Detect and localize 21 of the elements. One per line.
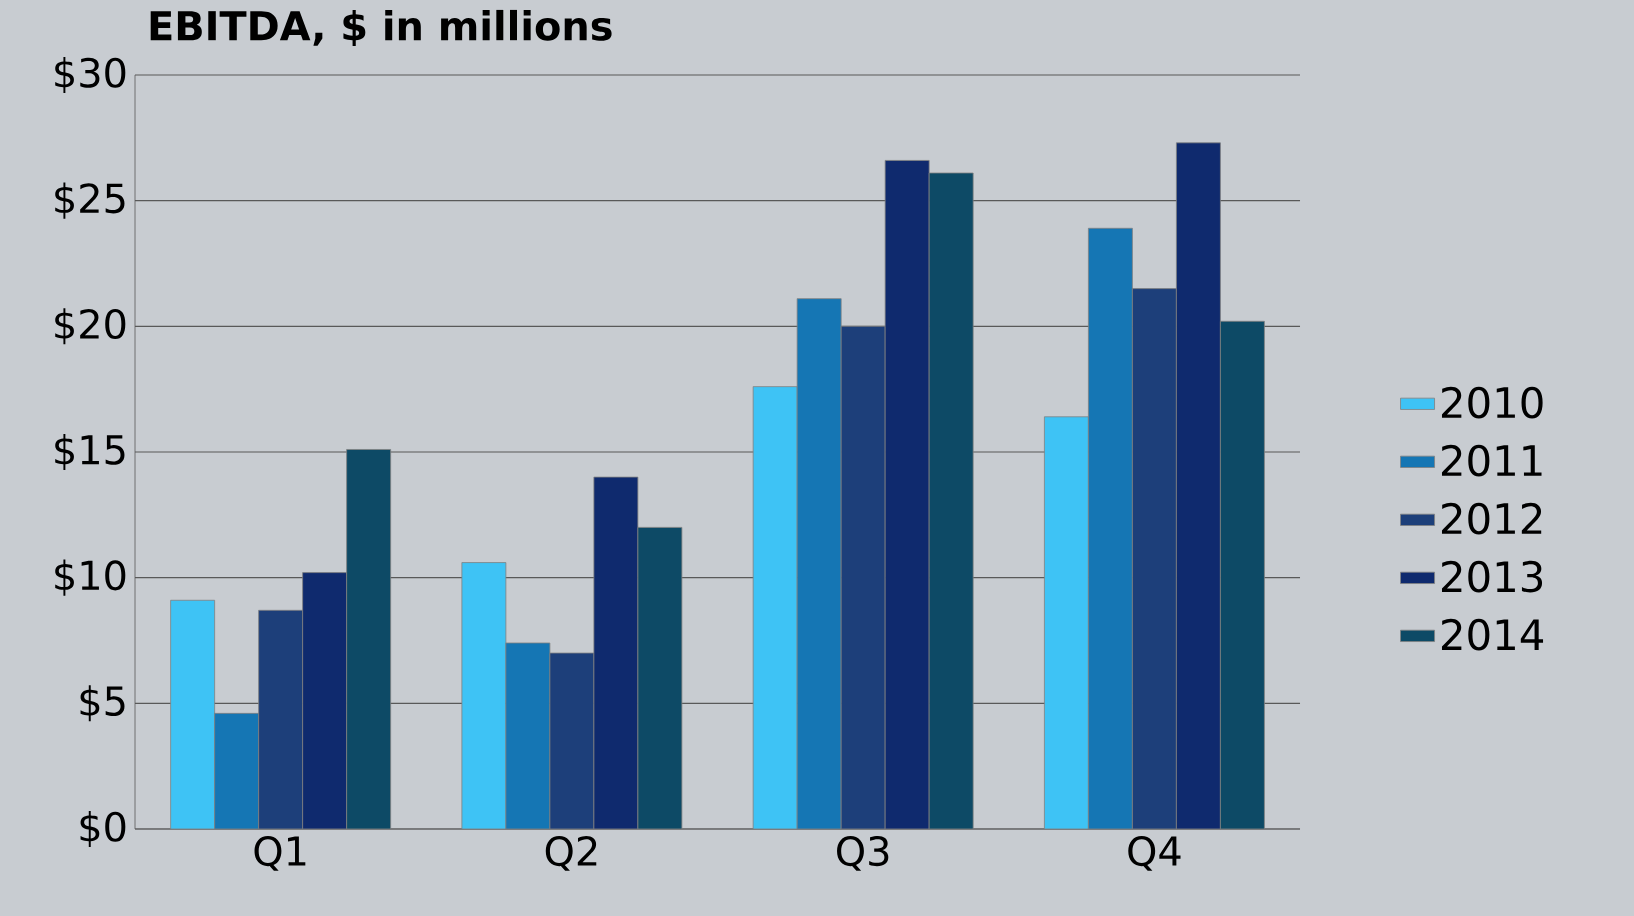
y-tick-label: $15: [55, 433, 125, 471]
x-tick-label: Q3: [837, 836, 889, 871]
legend-label: 2010: [1441, 386, 1543, 419]
x-tick-label: Q2: [545, 836, 597, 871]
legend-label: 2011: [1441, 444, 1542, 477]
legend-label: 2013: [1441, 560, 1543, 593]
y-tick-label: $30: [55, 56, 126, 94]
y-tick-label: $0: [80, 810, 126, 848]
bar: [1087, 227, 1133, 829]
bar: [796, 298, 842, 829]
legend-label: 2014: [1441, 618, 1544, 651]
y-tick-label: $20: [55, 308, 126, 345]
legend-label: 2012: [1441, 502, 1542, 535]
x-tick-label: Q1: [254, 836, 306, 871]
chart-title: EBITDA, $ in millions: [150, 9, 612, 47]
bar: [505, 642, 551, 829]
x-tick-label: Q4: [1128, 836, 1181, 871]
y-tick-label: $5: [80, 685, 125, 722]
y-tick-label: $10: [55, 559, 126, 596]
y-tick-label: $25: [55, 182, 125, 219]
bar: [214, 712, 260, 829]
